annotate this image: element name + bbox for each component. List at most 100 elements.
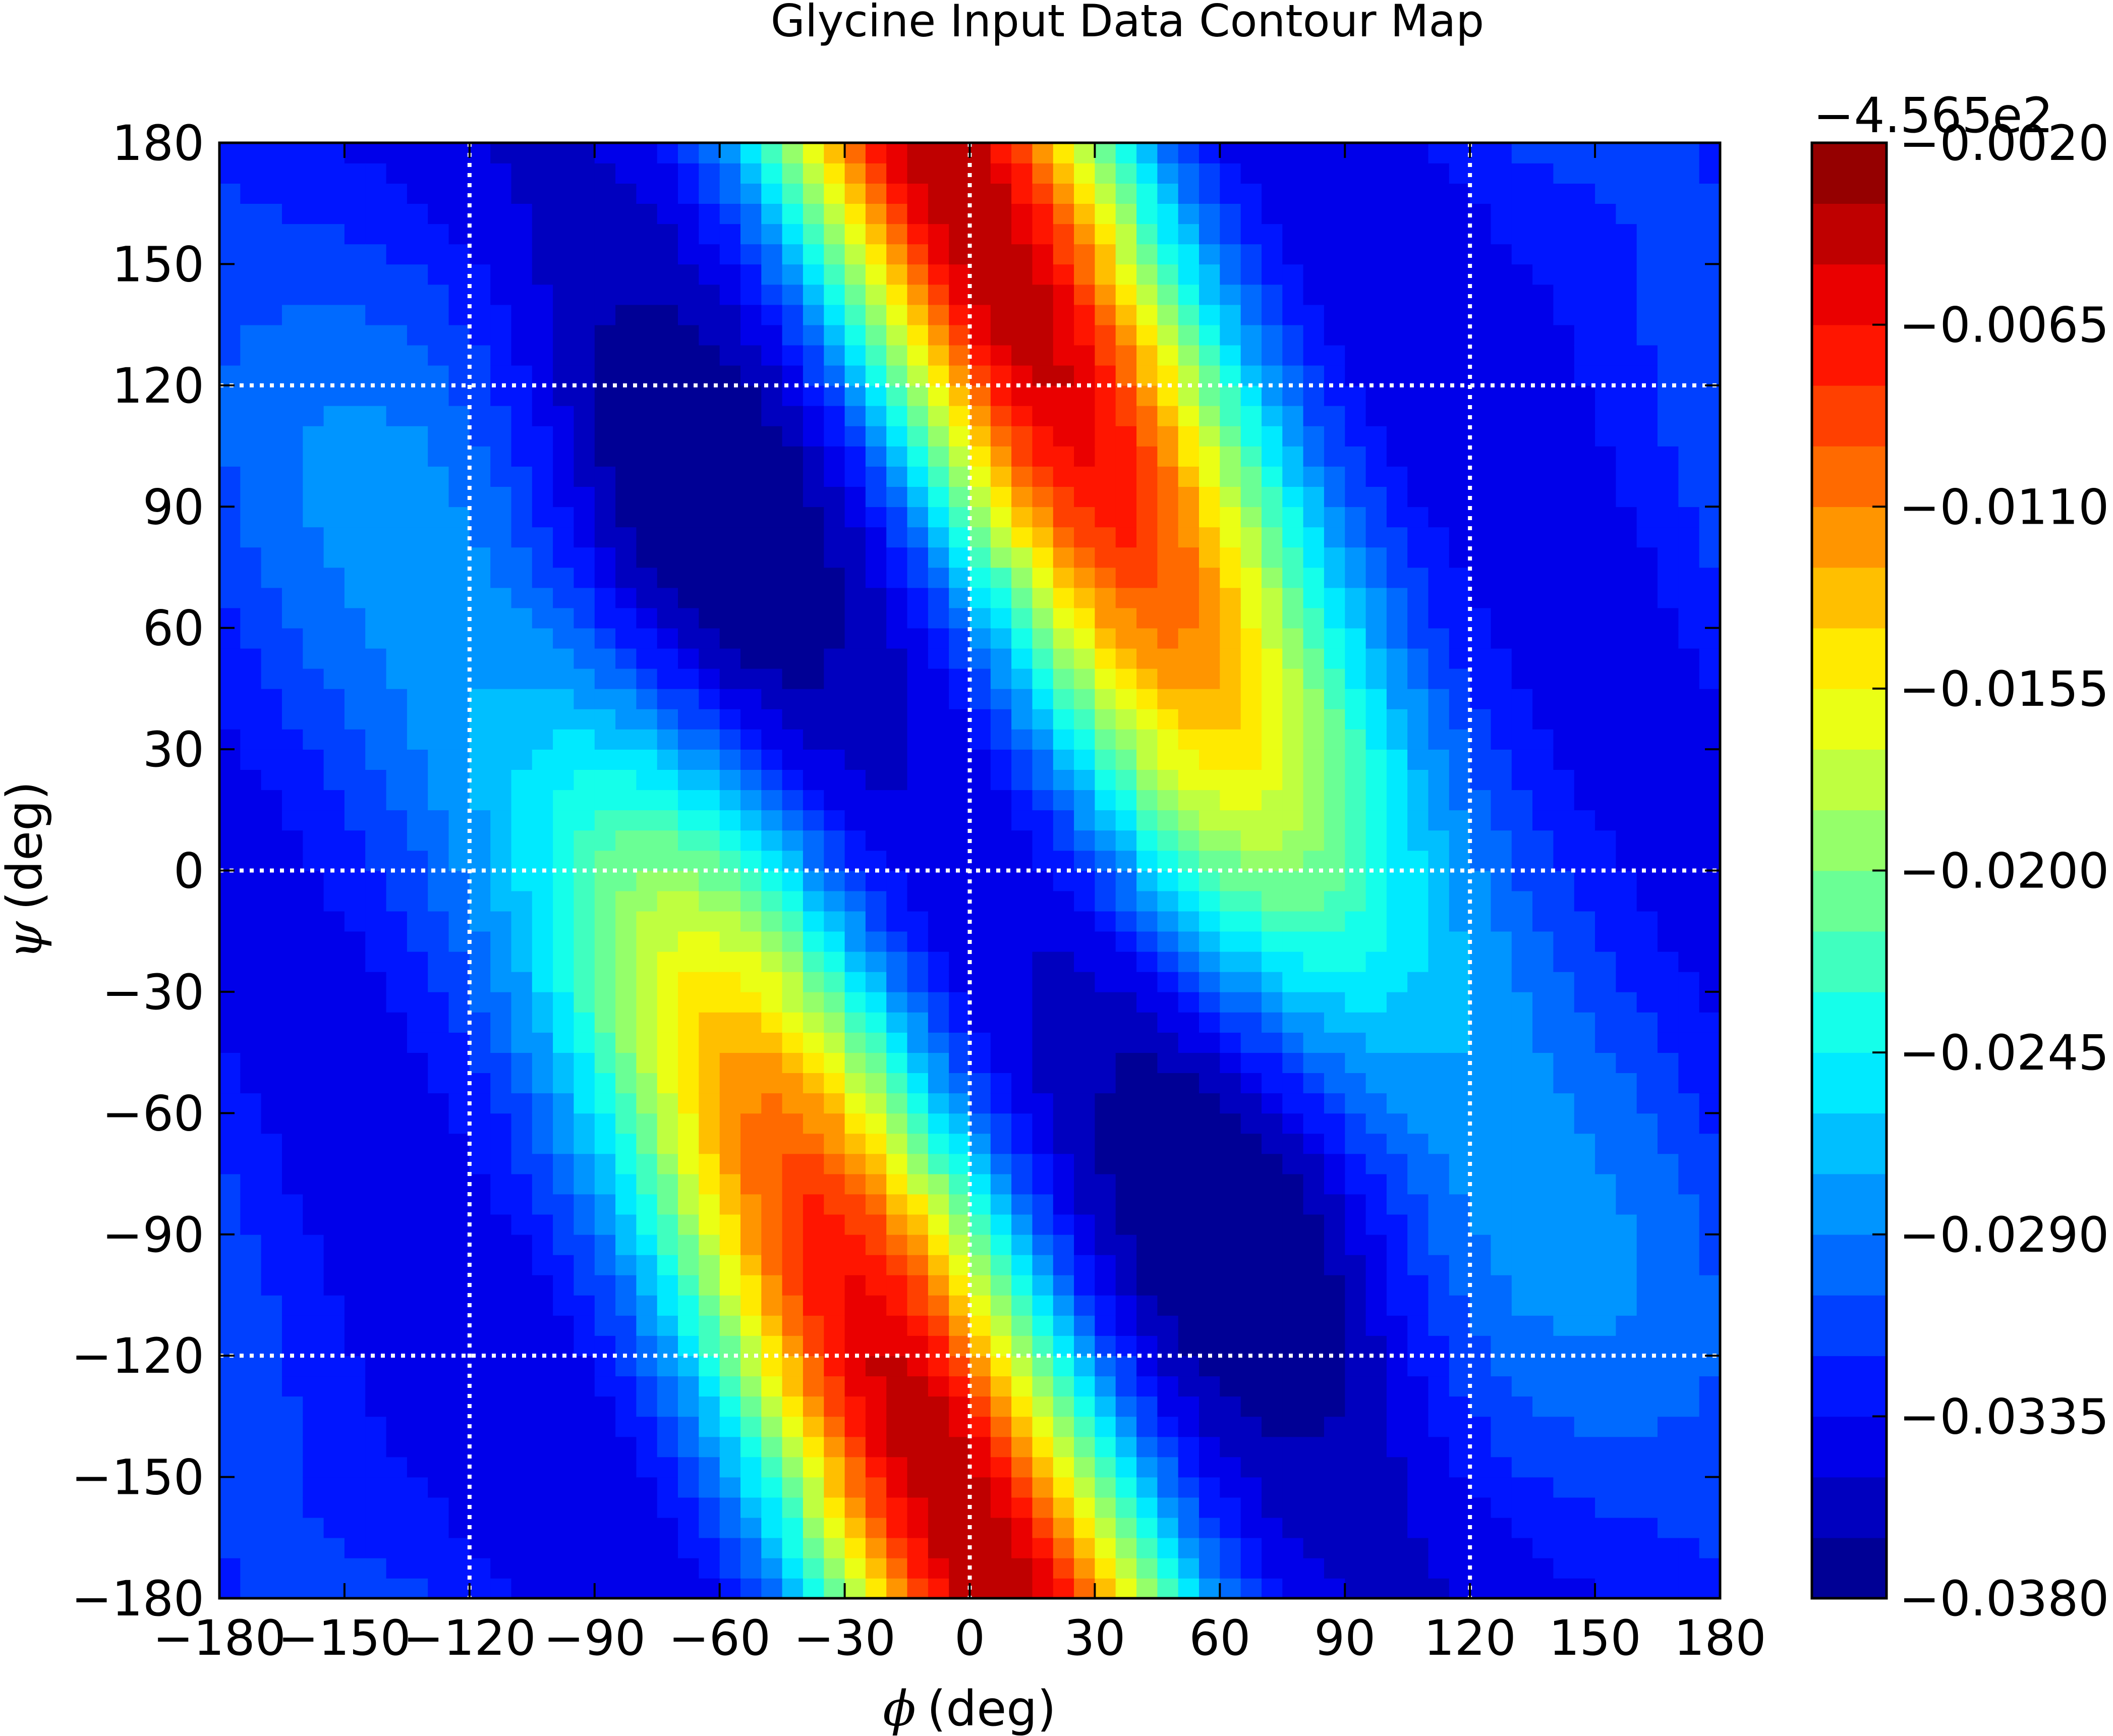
contour-cell [344, 365, 366, 386]
contour-cell [678, 1416, 700, 1437]
contour-cell [1616, 769, 1637, 791]
contour-cell [907, 1093, 929, 1114]
contour-cell [1282, 1173, 1304, 1195]
contour-cell [1511, 1295, 1533, 1316]
contour-cell [657, 507, 678, 528]
contour-cell [511, 850, 533, 871]
contour-cell [365, 587, 387, 608]
contour-cell [490, 143, 512, 163]
contour-cell [594, 1153, 616, 1174]
contour-cell [1282, 1032, 1304, 1053]
contour-cell [1032, 264, 1054, 285]
contour-cell [428, 1113, 449, 1134]
contour-cell [636, 1214, 658, 1235]
contour-cell [740, 426, 762, 446]
contour-cell [1386, 345, 1408, 366]
contour-cell [1428, 790, 1450, 811]
contour-cell [740, 183, 762, 204]
contour-cell [1115, 769, 1137, 791]
contour-cell [907, 1173, 929, 1195]
contour-cell [844, 284, 866, 305]
contour-cell [990, 668, 1012, 689]
contour-cell [490, 1133, 512, 1154]
contour-cell [1386, 486, 1408, 508]
contour-cell [1136, 507, 1158, 528]
contour-cell [782, 203, 804, 225]
contour-cell [1511, 446, 1533, 467]
contour-cell [1178, 1214, 1200, 1235]
contour-cell [553, 1254, 575, 1275]
contour-cell [1532, 345, 1554, 366]
contour-cell [1032, 405, 1054, 426]
contour-cell [553, 1295, 575, 1316]
contour-cell [344, 911, 366, 932]
contour-cell [824, 1436, 845, 1458]
contour-cell [511, 951, 533, 972]
contour-cell [1324, 607, 1345, 629]
contour-cell [1011, 1497, 1033, 1518]
contour-cell [1386, 607, 1408, 629]
contour-cell [1178, 1274, 1200, 1296]
contour-cell [1136, 466, 1158, 487]
contour-cell [824, 1477, 845, 1498]
contour-cell [511, 223, 533, 245]
contour-cell [303, 870, 324, 891]
contour-cell [448, 729, 470, 750]
contour-cell [1595, 1477, 1617, 1498]
contour-cell [1470, 284, 1492, 305]
contour-cell [1595, 143, 1617, 163]
contour-cell [1386, 991, 1408, 1013]
contour-cell [1574, 284, 1595, 305]
contour-cell [1595, 1376, 1617, 1397]
contour-cell [532, 1073, 553, 1094]
contour-cell [928, 1315, 949, 1336]
contour-cell [1428, 486, 1450, 508]
contour-cell [1553, 486, 1575, 508]
contour-cell [1178, 1557, 1200, 1579]
contour-cell [719, 1214, 741, 1235]
contour-cell [719, 1254, 741, 1275]
contour-cell [969, 1173, 991, 1195]
contour-cell [886, 1012, 908, 1033]
contour-cell [1282, 486, 1304, 508]
contour-cell [886, 1416, 908, 1437]
contour-cell [344, 405, 366, 426]
contour-cell [428, 1497, 449, 1518]
contour-cell [1386, 1396, 1408, 1417]
contour-cell [1074, 284, 1096, 305]
contour-cell [803, 1214, 824, 1235]
contour-cell [824, 1497, 845, 1518]
contour-cell [469, 830, 491, 851]
contour-cell [219, 688, 241, 709]
contour-cell [532, 1557, 553, 1579]
contour-cell [678, 1073, 700, 1094]
contour-cell [407, 1052, 428, 1073]
contour-cell [1282, 1376, 1304, 1397]
contour-cell [990, 1315, 1012, 1336]
contour-cell [219, 1497, 241, 1518]
contour-cell [1303, 507, 1325, 528]
contour-cell [1157, 1173, 1179, 1195]
contour-cell [699, 527, 720, 548]
contour-cell [657, 648, 678, 669]
contour-cell [386, 1396, 408, 1417]
contour-cell [740, 1335, 762, 1356]
contour-cell [1199, 1396, 1221, 1417]
contour-cell [1491, 1557, 1512, 1579]
contour-cell [1491, 688, 1512, 709]
contour-cell [844, 426, 866, 446]
contour-cell [678, 1315, 700, 1336]
contour-cell [511, 1093, 533, 1114]
contour-cell [782, 507, 804, 528]
contour-cell [1095, 1497, 1116, 1518]
contour-cell [219, 1153, 241, 1174]
contour-cell [928, 830, 949, 851]
contour-cell [1157, 486, 1179, 508]
contour-cell [1470, 1052, 1492, 1073]
contour-cell [240, 1254, 262, 1275]
contour-cell [1262, 1396, 1283, 1417]
contour-cell [1386, 971, 1408, 992]
contour-cell [740, 143, 762, 163]
contour-cell [844, 1032, 866, 1053]
contour-cell [886, 708, 908, 730]
